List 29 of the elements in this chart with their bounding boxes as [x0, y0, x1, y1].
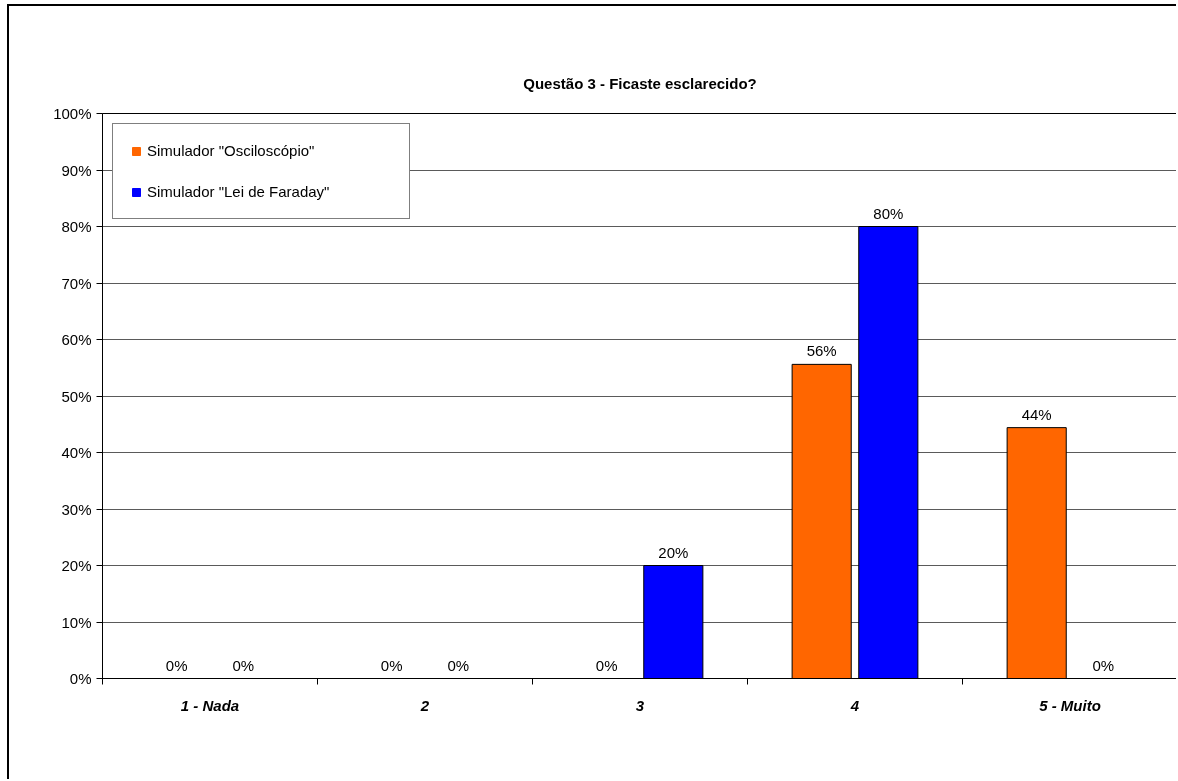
data-label: 20% — [658, 543, 689, 561]
data-label: 0% — [447, 656, 470, 674]
legend-label: Simulador "Lei de Faraday" — [147, 183, 331, 200]
x-tick-label: 2 — [419, 696, 430, 714]
data-label: 0% — [595, 656, 618, 674]
y-tick-label: 0% — [69, 670, 92, 687]
legend-label: Simulador "Osciloscópio" — [147, 142, 316, 159]
y-tick-label: 20% — [61, 557, 92, 574]
chart-title: Questão 3 - Ficaste esclarecido? — [523, 74, 757, 92]
x-tick-label: 3 — [635, 696, 645, 714]
y-tick-label: 90% — [61, 161, 92, 179]
y-tick-label: 70% — [61, 274, 92, 292]
y-tick-label: 40% — [61, 444, 92, 461]
y-tick-label: 10% — [61, 613, 92, 631]
data-label: 0% — [165, 656, 188, 674]
data-label: 0% — [1092, 656, 1115, 674]
y-tick-label: 100% — [53, 105, 92, 122]
data-label: 0% — [232, 656, 255, 674]
y-tick-label: 30% — [61, 500, 92, 518]
data-label: 0% — [380, 656, 403, 674]
x-tick-label: 4 — [849, 696, 860, 714]
data-label: 80% — [873, 204, 904, 222]
x-tick-label: 5 - Muito — [1039, 696, 1101, 714]
x-tick-label: 1 - Nada — [180, 696, 240, 714]
y-tick-label: 60% — [61, 331, 92, 348]
y-tick-label: 50% — [61, 387, 92, 405]
y-tick-label: 80% — [61, 218, 92, 235]
data-label: 56% — [806, 342, 837, 360]
data-label: 44% — [1021, 405, 1052, 423]
